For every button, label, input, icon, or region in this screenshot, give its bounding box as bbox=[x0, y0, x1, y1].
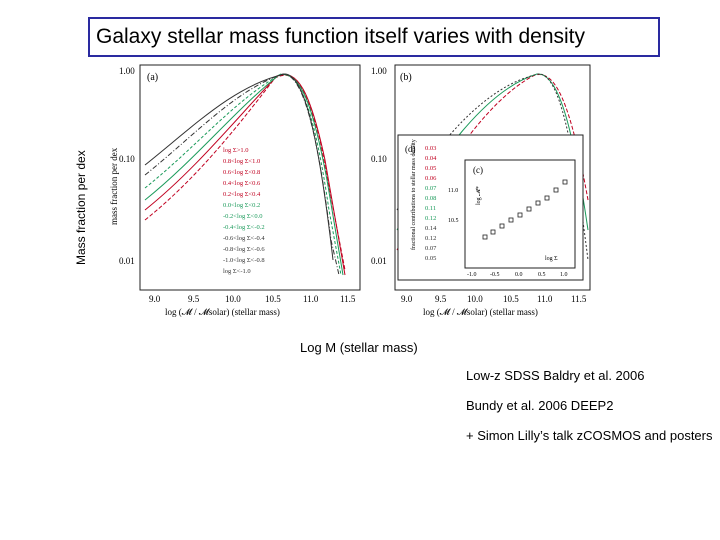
panel-c-frame bbox=[464, 159, 576, 269]
panel-b-xtick: 11.5 bbox=[571, 294, 587, 304]
panel-b-xtick: 10.0 bbox=[467, 294, 483, 304]
panel-a-frame bbox=[139, 64, 361, 291]
curve bbox=[144, 73, 342, 276]
panel-b-xtick: 9.0 bbox=[401, 294, 413, 304]
panel-a-ytick: 0.10 bbox=[119, 154, 135, 164]
panel-b-xtick: 11.0 bbox=[537, 294, 553, 304]
panel-b-ytick: 0.01 bbox=[371, 256, 387, 266]
panel-a-xtick: 9.5 bbox=[188, 294, 200, 304]
panel-b-xtick: 9.5 bbox=[435, 294, 447, 304]
legend-entry: 0.8<log Σ<1.0 bbox=[223, 158, 260, 165]
panel-c-ylabel: log 𝓜* bbox=[475, 186, 482, 205]
legend-entry: -0.6<log Σ<-0.4 bbox=[223, 235, 265, 242]
legend-entry: 0.0<log Σ<0.2 bbox=[223, 202, 260, 209]
panel-c-xtick: 1.0 bbox=[560, 272, 568, 278]
point bbox=[544, 195, 550, 201]
legend-entry: -0.2<log Σ<0.0 bbox=[223, 213, 262, 220]
point bbox=[526, 206, 532, 212]
panel-a-xtick: 9.0 bbox=[149, 294, 161, 304]
panel-a-xtick: 11.0 bbox=[303, 294, 319, 304]
point bbox=[490, 229, 496, 235]
panel-d-value: 0.05 bbox=[425, 165, 436, 172]
panel-a-xticks: 9.0 9.5 10.0 10.5 11.0 11.5 bbox=[149, 294, 356, 304]
slide-title: Galaxy stellar mass function itself vari… bbox=[88, 17, 660, 57]
panel-c-xtick: -0.5 bbox=[490, 272, 500, 278]
panel-a-xlabel: log (𝓜 / 𝓜solar) (stellar mass) bbox=[165, 307, 280, 317]
panel-b-ytick: 0.10 bbox=[371, 154, 387, 164]
reference-lilly: + Simon Lilly’s talk zCOSMOS and posters bbox=[466, 428, 713, 443]
legend-entry: -1.0<log Σ<-0.8 bbox=[223, 257, 265, 264]
panel-b-xtick: 10.5 bbox=[503, 294, 519, 304]
legend-entry: 0.6<log Σ<0.8 bbox=[223, 169, 260, 176]
legend-entry: -0.4<log Σ<-0.2 bbox=[223, 224, 265, 231]
panel-b-xlabel: log (𝓜 / 𝓜solar) (stellar mass) bbox=[423, 307, 538, 317]
panel-c-xticks: -1.0 -0.5 0.0 0.5 1.0 bbox=[467, 272, 568, 278]
legend-entry: 0.2<log Σ<0.4 bbox=[223, 191, 261, 198]
panel-a-tag: (a) bbox=[147, 72, 158, 83]
legend-entry: 0.4<log Σ<0.6 bbox=[223, 180, 261, 187]
panel-c-xtick: 0.0 bbox=[515, 272, 523, 278]
panel-a-ytick: 1.00 bbox=[119, 66, 135, 76]
point bbox=[562, 179, 568, 185]
panel-b-tag: (b) bbox=[400, 72, 412, 83]
panel-d-value: 0.05 bbox=[425, 255, 436, 262]
panel-b-frame bbox=[394, 64, 591, 291]
panel-d-value: 0.06 bbox=[425, 175, 437, 182]
panel-d-value: 0.14 bbox=[425, 225, 437, 232]
panel-d-value: 0.12 bbox=[425, 235, 436, 242]
legend-entry: log Σ<-1.0 bbox=[223, 268, 251, 275]
panel-d-value: 0.08 bbox=[425, 195, 436, 202]
y-axis-label: Mass fraction per dex bbox=[74, 150, 88, 265]
curve bbox=[144, 73, 334, 261]
panel-a-ytick: 0.01 bbox=[119, 256, 135, 266]
panel-a-xtick: 10.0 bbox=[225, 294, 241, 304]
panel-d-value: 0.11 bbox=[425, 205, 436, 212]
legend-entry: -0.8<log Σ<-0.6 bbox=[223, 246, 265, 253]
mass-function-figure: (a) mass fraction per dex 1.00 0.10 0.01… bbox=[109, 64, 591, 317]
legend-entry: log Σ>1.0 bbox=[223, 147, 249, 154]
panel-b-ytick: 1.00 bbox=[371, 66, 387, 76]
panel-a-xtick: 10.5 bbox=[265, 294, 281, 304]
point bbox=[499, 223, 505, 229]
panel-c-xlabel: log Σ bbox=[545, 256, 558, 262]
panel-c-ytick: 10.5 bbox=[448, 218, 459, 224]
panel-c-points bbox=[482, 179, 568, 240]
panel-c-tag: (c) bbox=[473, 165, 483, 175]
reference-baldry: Low-z SDSS Baldry et al. 2006 bbox=[466, 368, 645, 383]
point bbox=[553, 187, 559, 193]
panel-d-value: 0.04 bbox=[425, 155, 437, 162]
point bbox=[482, 234, 488, 240]
x-axis-caption: Log M (stellar mass) bbox=[300, 340, 418, 355]
panel-c-ytick: 11.0 bbox=[448, 188, 458, 194]
reference-bundy: Bundy et al. 2006 DEEP2 bbox=[466, 398, 614, 413]
panel-c-xtick: 0.5 bbox=[538, 272, 546, 278]
panel-a-legend: log Σ>1.0 0.8<log Σ<1.0 0.6<log Σ<0.8 0.… bbox=[223, 147, 265, 275]
panel-b-xticks: 9.0 9.5 10.0 10.5 11.0 11.5 bbox=[401, 294, 587, 304]
panel-d-value: 0.03 bbox=[425, 145, 436, 152]
panel-a-xtick: 11.5 bbox=[340, 294, 356, 304]
panel-d-tag: (d) bbox=[405, 144, 416, 154]
point bbox=[535, 200, 541, 206]
panel-d-value: 0.07 bbox=[425, 185, 437, 192]
panel-a-curves bbox=[144, 73, 346, 276]
point bbox=[517, 212, 523, 218]
panel-c-xtick: -1.0 bbox=[467, 272, 477, 278]
panel-a-ylabel: mass fraction per dex bbox=[109, 147, 119, 225]
panel-d-values: 0.03 0.04 0.05 0.06 0.07 0.08 0.11 0.12 … bbox=[425, 145, 437, 262]
panel-d-value: 0.12 bbox=[425, 215, 436, 222]
panel-d-ylabel: fractional contributions to stellar mass… bbox=[410, 139, 417, 250]
point bbox=[508, 217, 514, 223]
panel-d-value: 0.07 bbox=[425, 245, 437, 252]
